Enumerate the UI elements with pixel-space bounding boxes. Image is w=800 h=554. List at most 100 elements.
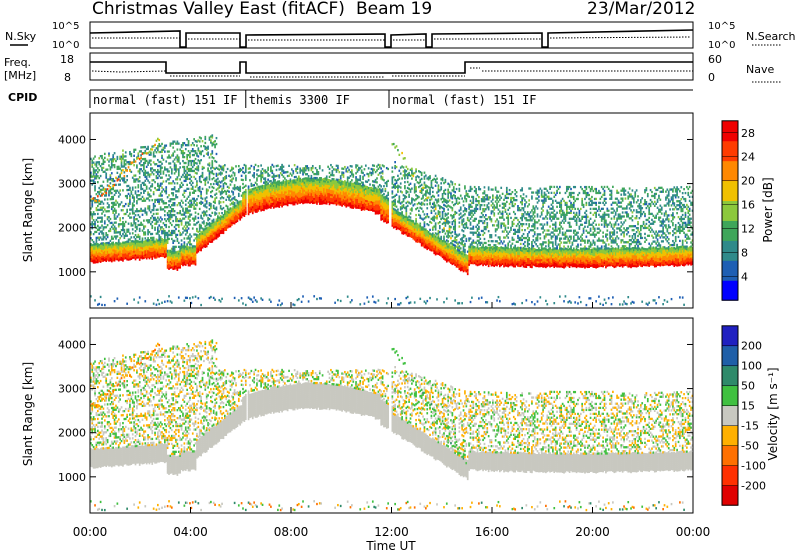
power-cell — [150, 159, 152, 162]
power-cell — [129, 162, 131, 166]
power-cell — [144, 211, 147, 214]
power-cell — [162, 248, 165, 252]
power-cell — [95, 161, 98, 164]
power-cell — [103, 222, 106, 225]
power-cell — [110, 166, 113, 169]
power-cell — [145, 255, 148, 258]
power-cell — [154, 143, 156, 147]
power-cell — [317, 171, 320, 174]
power-cell — [204, 227, 207, 231]
power-cell — [130, 170, 133, 174]
power-cell — [173, 162, 176, 165]
power-cell — [204, 229, 207, 233]
power-cell — [215, 223, 218, 226]
power-cell — [291, 174, 293, 177]
power-cell — [113, 247, 116, 250]
power-cell — [113, 213, 116, 216]
power-cell — [130, 152, 133, 156]
power-cell — [129, 208, 131, 211]
power-cell — [175, 223, 177, 227]
power-cell — [123, 163, 126, 166]
power-cell — [275, 168, 278, 172]
power-cell — [204, 179, 207, 182]
power-cell — [161, 182, 163, 185]
power-cell — [184, 261, 187, 264]
power-cell — [103, 226, 106, 229]
power-cell — [179, 148, 182, 151]
power-cell — [274, 179, 276, 182]
power-cell — [155, 244, 158, 247]
power-cell — [157, 247, 159, 250]
nave-tick-top: 60 — [708, 53, 722, 66]
power-cell — [184, 263, 187, 266]
power-cell — [120, 234, 123, 238]
power-cell — [112, 251, 115, 254]
power-cell — [219, 207, 222, 210]
power-cell — [110, 205, 113, 209]
power-cell — [191, 149, 194, 153]
power-cell — [110, 260, 113, 263]
power-cell — [90, 207, 92, 210]
power-cell — [187, 153, 190, 157]
power-cell — [242, 166, 244, 170]
power-cell — [173, 140, 176, 143]
power-cell — [124, 253, 127, 256]
power-cell — [115, 249, 117, 253]
power-cell — [180, 151, 183, 155]
power-cell — [398, 169, 401, 172]
power-cell — [182, 259, 184, 263]
power-cell — [183, 253, 186, 256]
power-cell — [117, 251, 120, 254]
power-cell — [168, 253, 170, 257]
power-cell — [205, 148, 208, 151]
power-cell — [318, 165, 321, 168]
power-cell — [321, 169, 324, 172]
power-cell — [110, 207, 113, 211]
power-cell — [239, 218, 242, 221]
power-cell — [198, 223, 201, 226]
power-cell — [196, 204, 198, 207]
power-cell — [250, 204, 253, 207]
power-cell — [131, 196, 134, 199]
power-cell — [133, 154, 135, 157]
power-cell — [179, 162, 182, 165]
power-cell — [219, 197, 222, 200]
power-cell — [215, 225, 218, 228]
power-cell — [189, 223, 191, 226]
power-cell — [210, 171, 212, 174]
power-cell — [180, 254, 183, 258]
power-cell — [98, 163, 101, 166]
power-cell — [211, 134, 214, 137]
power-cell — [129, 244, 131, 247]
power-cell — [90, 211, 92, 214]
power-cell — [172, 261, 175, 265]
power-cell — [226, 185, 229, 188]
power-cell — [95, 206, 98, 210]
power-cell — [360, 169, 363, 172]
power-cell — [92, 249, 95, 252]
power-cell — [172, 204, 175, 207]
power-cell — [102, 253, 105, 256]
power-cell — [210, 234, 212, 238]
power-cell — [204, 203, 207, 206]
power-cell — [151, 224, 154, 228]
power-cell — [404, 187, 406, 190]
power-cell — [147, 231, 149, 234]
power-cell — [113, 231, 116, 234]
power-cell — [183, 169, 186, 173]
power-cell — [176, 266, 179, 269]
power-cell — [189, 205, 191, 208]
power-cell — [90, 245, 92, 249]
power-cell — [147, 161, 149, 164]
power-cell — [196, 233, 198, 237]
power-cell — [239, 204, 242, 207]
power-cell — [190, 213, 193, 216]
power-cell — [187, 235, 190, 238]
power-cell — [179, 254, 182, 257]
power-cell — [180, 239, 183, 242]
power-cell — [112, 179, 115, 183]
power-cell — [141, 243, 144, 246]
power-cell — [163, 247, 166, 251]
power-cell — [247, 212, 250, 216]
power-cell — [169, 211, 172, 215]
